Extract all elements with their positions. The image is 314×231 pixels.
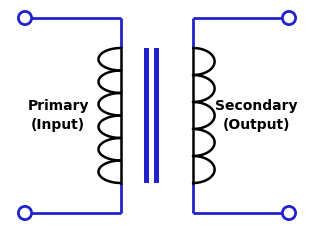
Circle shape (19, 207, 32, 220)
Circle shape (282, 207, 295, 220)
Text: Secondary
(Output): Secondary (Output) (215, 99, 297, 132)
Circle shape (19, 11, 32, 24)
Circle shape (282, 11, 295, 24)
Bar (143, 48, 149, 183)
Bar (154, 48, 160, 183)
Text: Primary
(Input): Primary (Input) (27, 99, 89, 132)
